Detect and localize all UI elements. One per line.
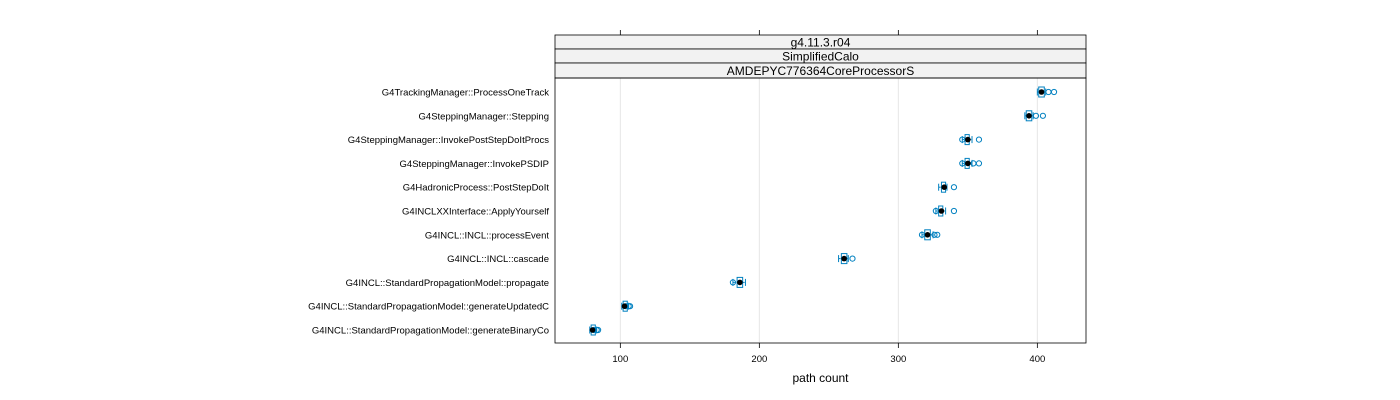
outlier-point <box>931 231 938 238</box>
category-label: G4SteppingManager::InvokePSDIP <box>400 159 549 170</box>
outlier-point <box>918 231 926 238</box>
box-mark-6 <box>918 229 941 241</box>
outlier-point <box>594 326 602 334</box>
x-tick-label-200: 200 <box>751 354 767 365</box>
outlier-point <box>626 303 634 310</box>
median-dot <box>965 136 971 143</box>
median-dot <box>621 303 628 310</box>
x-axis-title: path count <box>792 371 849 385</box>
outlier-point <box>932 207 939 215</box>
median-dot <box>941 184 948 190</box>
median-dot <box>589 327 596 333</box>
box-mark-3 <box>959 157 983 169</box>
box-mark-1 <box>1024 110 1047 122</box>
outlier-point <box>950 207 958 215</box>
x-axis-ticks: 100 200 300 400 <box>612 30 1045 365</box>
box-mark-10 <box>589 324 602 336</box>
strip-label-cpu: AMDEPYC776364CoreProcessorS <box>727 64 914 78</box>
box-mark-7 <box>838 253 856 265</box>
box-mark-5 <box>932 205 958 217</box>
category-label: G4SteppingManager::InvokePostStepDoItPro… <box>348 135 549 146</box>
category-label: G4INCL::StandardPropagationModel::propag… <box>346 278 549 289</box>
x-tick-label-100: 100 <box>612 354 628 365</box>
median-dot <box>737 279 743 286</box>
category-label: G4INCL::INCL::cascade <box>447 254 549 265</box>
median-dot <box>938 208 945 214</box>
category-label: G4SteppingManager::Stepping <box>419 111 549 122</box>
strip-headers: g4.11.3.r04 SimplifiedCalo AMDEPYC776364… <box>554 34 1087 79</box>
outlier-point <box>950 184 958 191</box>
median-dot <box>1038 89 1045 95</box>
category-label: G4TrackingManager::ProcessOneTrack <box>382 88 549 99</box>
outlier-point <box>1050 88 1058 96</box>
gridlines <box>619 78 1038 343</box>
box-mark-9 <box>621 300 634 312</box>
strip-label-version: g4.11.3.r04 <box>791 36 851 50</box>
outlier-point <box>1045 88 1052 96</box>
outlier-point <box>975 136 983 143</box>
category-labels: G4TrackingManager::ProcessOneTrackG4Step… <box>308 88 549 337</box>
box-mark-2 <box>959 134 983 146</box>
outlier-point <box>959 136 966 143</box>
category-label: G4HadronicProcess::PostStepDoIt <box>403 183 550 194</box>
x-tick-label-400: 400 <box>1029 354 1045 365</box>
category-label: G4INCL::INCL::processEvent <box>425 230 549 241</box>
category-label: G4INCLXXInterface::ApplyYourself <box>402 207 549 218</box>
box-marks <box>589 86 1058 336</box>
box-mark-0 <box>1036 86 1058 98</box>
outlier-point <box>1032 112 1040 119</box>
plot-panel-border <box>554 77 1087 344</box>
box-mark-8 <box>729 276 746 288</box>
category-label: G4INCL::StandardPropagationModel::genera… <box>308 302 549 313</box>
median-dot <box>841 255 847 262</box>
median-dot <box>1026 113 1032 119</box>
x-tick-label-300: 300 <box>890 354 906 365</box>
median-dot <box>924 232 931 238</box>
outlier-point <box>975 160 983 167</box>
outlier-point <box>959 160 966 167</box>
median-dot <box>965 160 971 167</box>
category-label: G4INCL::StandardPropagationModel::genera… <box>312 326 549 337</box>
outlier-point <box>729 279 737 286</box>
box-mark-4 <box>938 181 958 193</box>
outlier-point <box>934 231 941 238</box>
outlier-point <box>1039 112 1047 119</box>
outlier-point <box>849 255 856 262</box>
strip-label-benchmark: SimplifiedCalo <box>782 50 859 64</box>
